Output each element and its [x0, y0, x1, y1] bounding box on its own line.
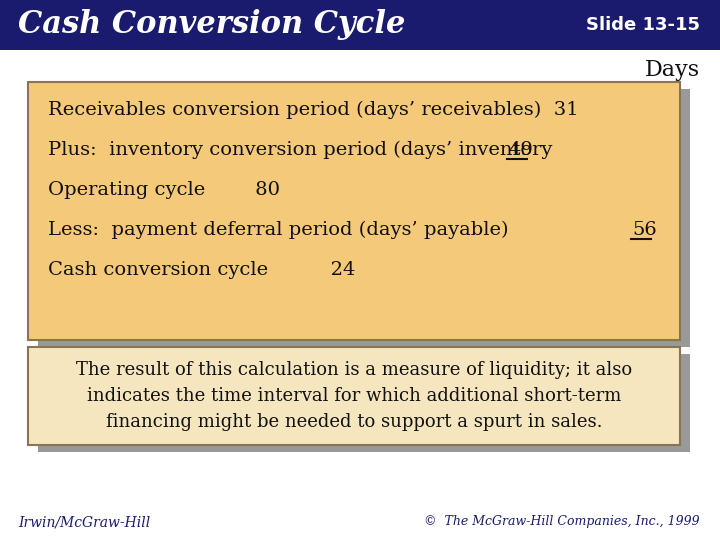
- Text: 56: 56: [632, 221, 657, 239]
- Text: Days: Days: [645, 59, 700, 81]
- Bar: [38, 89, 690, 347]
- Text: ©  The McGraw-Hill Companies, Inc., 1999: © The McGraw-Hill Companies, Inc., 1999: [424, 516, 700, 529]
- Bar: [38, 354, 690, 452]
- Text: 49: 49: [508, 141, 533, 159]
- Text: The result of this calculation is a measure of liquidity; it also
indicates the : The result of this calculation is a meas…: [76, 361, 632, 431]
- Bar: [0, 0, 720, 50]
- Text: Cash conversion cycle          24: Cash conversion cycle 24: [48, 261, 356, 279]
- Bar: [28, 82, 680, 340]
- Text: Receivables conversion period (days’ receivables)  31: Receivables conversion period (days’ rec…: [48, 101, 579, 119]
- Bar: [28, 347, 680, 445]
- Text: Slide 13-15: Slide 13-15: [586, 16, 700, 34]
- Text: Cash Conversion Cycle: Cash Conversion Cycle: [18, 10, 405, 40]
- Text: Irwin/McGraw-Hill: Irwin/McGraw-Hill: [18, 515, 150, 529]
- Text: Plus:  inventory conversion period (days’ inventory: Plus: inventory conversion period (days’…: [48, 141, 552, 159]
- Text: Operating cycle        80: Operating cycle 80: [48, 181, 280, 199]
- Text: Less:  payment deferral period (days’ payable): Less: payment deferral period (days’ pay…: [48, 221, 571, 239]
